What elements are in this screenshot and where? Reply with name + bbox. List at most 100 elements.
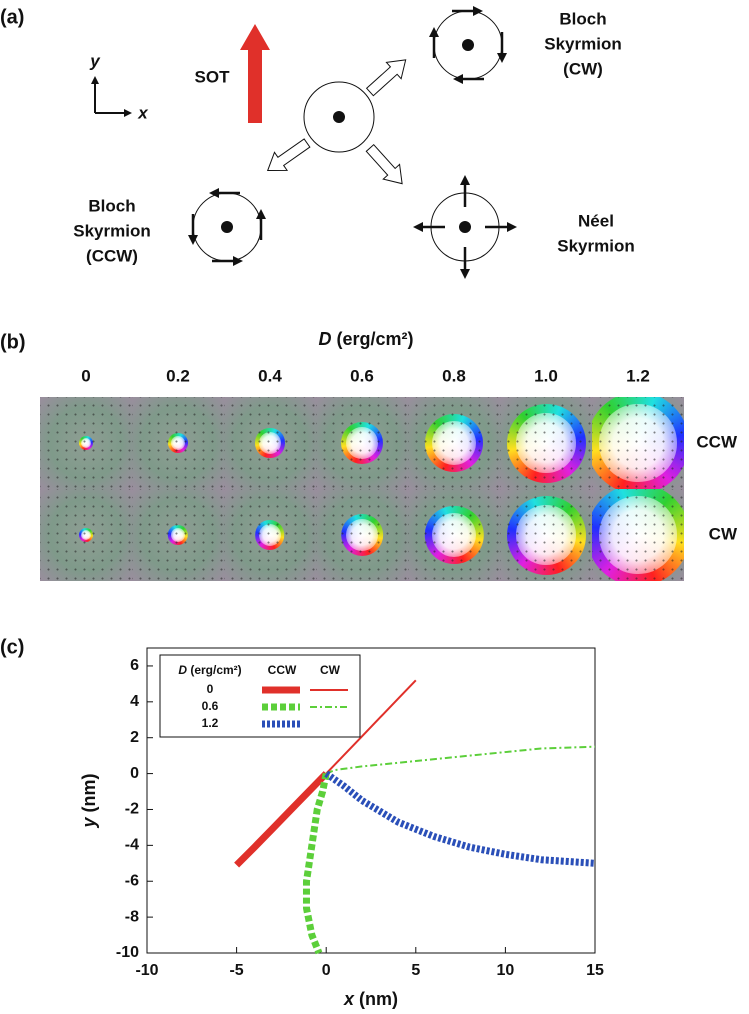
spin-grid <box>40 397 132 489</box>
panel-label: (a) <box>0 6 24 28</box>
series-line <box>324 770 596 867</box>
sot-arrow <box>240 24 270 123</box>
neel-label: Skyrmion <box>557 236 634 255</box>
legend-column: CCW <box>268 663 297 677</box>
bloch-cw-label: Bloch <box>559 9 606 28</box>
column-label: 0 <box>81 366 90 385</box>
legend-title: D (erg/cm²) <box>178 663 241 677</box>
panel-b-labels: 0 0.2 0.4 0.6 0.8 1.0 1.2 CCW CW <box>81 366 738 543</box>
map-tile <box>40 397 132 489</box>
series-line <box>302 772 330 955</box>
series-line <box>325 679 417 775</box>
d-header: D (erg/cm²) <box>318 329 413 349</box>
legend-row: 0 <box>207 682 214 696</box>
column-label: 1.2 <box>626 366 650 385</box>
map-tile <box>592 397 684 489</box>
y-axis-unit: (nm) <box>79 773 99 812</box>
bloch-cw-label: (CW) <box>563 59 603 78</box>
map-tile <box>132 489 224 581</box>
x-tick-label: 0 <box>322 962 331 979</box>
legend-row: 1.2 <box>202 716 219 730</box>
x-axis-unit: (nm) <box>359 989 398 1009</box>
y-tick-label: 6 <box>130 657 139 674</box>
legend-column: CW <box>320 663 341 677</box>
bloch-cw-label: Skyrmion <box>544 34 621 53</box>
legend-title-unit: (erg/cm²) <box>190 663 241 677</box>
map-tile <box>500 397 592 489</box>
hollow-arrows <box>266 59 407 185</box>
column-label: 1.0 <box>534 366 558 385</box>
map-tile <box>408 397 500 489</box>
map-tile <box>224 397 316 489</box>
panel-label: (c) <box>0 636 24 658</box>
spin-grid <box>500 489 592 581</box>
plot-frame <box>146 647 596 954</box>
bloch-ccw-skyrmion <box>188 188 266 266</box>
d-unit: (erg/cm²) <box>337 329 414 349</box>
spin-grid <box>132 489 224 581</box>
bloch-ccw-label: (CCW) <box>86 246 138 265</box>
y-tick-label: -10 <box>116 944 139 961</box>
map-tile <box>316 489 408 581</box>
series-line <box>325 745 596 775</box>
panel-label: (b) <box>0 331 26 353</box>
legend-row: 0.6 <box>202 699 219 713</box>
y-tick-label: -4 <box>125 837 139 854</box>
axis-x-label: x <box>137 103 149 122</box>
spin-grid <box>132 397 224 489</box>
axis-y-label: y <box>89 51 101 70</box>
bloch-ccw-label: Skyrmion <box>73 221 150 240</box>
bloch-ccw-label: Bloch <box>88 196 135 215</box>
spin-grid <box>592 397 684 489</box>
x-tick-label: 10 <box>497 962 515 979</box>
map-tile <box>592 489 684 581</box>
spin-grid <box>316 489 408 581</box>
x-tick-label: -10 <box>135 962 158 979</box>
spin-grid <box>40 489 132 581</box>
spin-grid <box>408 489 500 581</box>
spin-grid <box>316 397 408 489</box>
map-tile <box>40 489 132 581</box>
spin-grid <box>592 489 684 581</box>
x-tick-label: 5 <box>411 962 420 979</box>
column-label: 0.6 <box>350 366 374 385</box>
spin-grid <box>500 397 592 489</box>
map-tile <box>408 489 500 581</box>
y-tick-label: -2 <box>125 801 139 818</box>
column-label: 0.8 <box>442 366 466 385</box>
y-axis-symbol: y <box>79 817 99 829</box>
y-tick-label: -8 <box>125 908 139 925</box>
x-axis-symbol: x <box>343 989 355 1009</box>
x-tick-label: -5 <box>229 962 243 979</box>
spin-grid <box>224 397 316 489</box>
map-tile <box>316 397 408 489</box>
y-axis-label: y (nm) <box>79 773 99 828</box>
series-line <box>234 771 329 868</box>
x-tick-label: 15 <box>586 962 604 979</box>
d-symbol: D <box>318 329 331 349</box>
column-label: 0.2 <box>166 366 190 385</box>
column-label: 0.4 <box>258 366 282 385</box>
row-label: CCW <box>696 432 738 451</box>
row-label: CW <box>709 524 738 543</box>
y-tick-label: 0 <box>130 765 139 782</box>
legend-box <box>159 654 361 738</box>
legend-title-symbol: D <box>178 663 187 677</box>
spin-grid <box>224 489 316 581</box>
y-tick-label: 2 <box>130 729 139 746</box>
map-tile <box>224 489 316 581</box>
bloch-cw-skyrmion <box>429 6 507 84</box>
sot-label: SOT <box>195 67 231 86</box>
y-tick-label: 4 <box>130 693 139 710</box>
neel-label: Néel <box>578 211 614 230</box>
spin-grid <box>408 397 500 489</box>
map-tile <box>500 489 592 581</box>
center-skyrmion <box>303 81 375 153</box>
y-tick-label: -6 <box>125 872 139 889</box>
x-axis-label: x (nm) <box>343 989 398 1009</box>
map-tile <box>132 397 224 489</box>
axes-icon <box>91 76 132 117</box>
